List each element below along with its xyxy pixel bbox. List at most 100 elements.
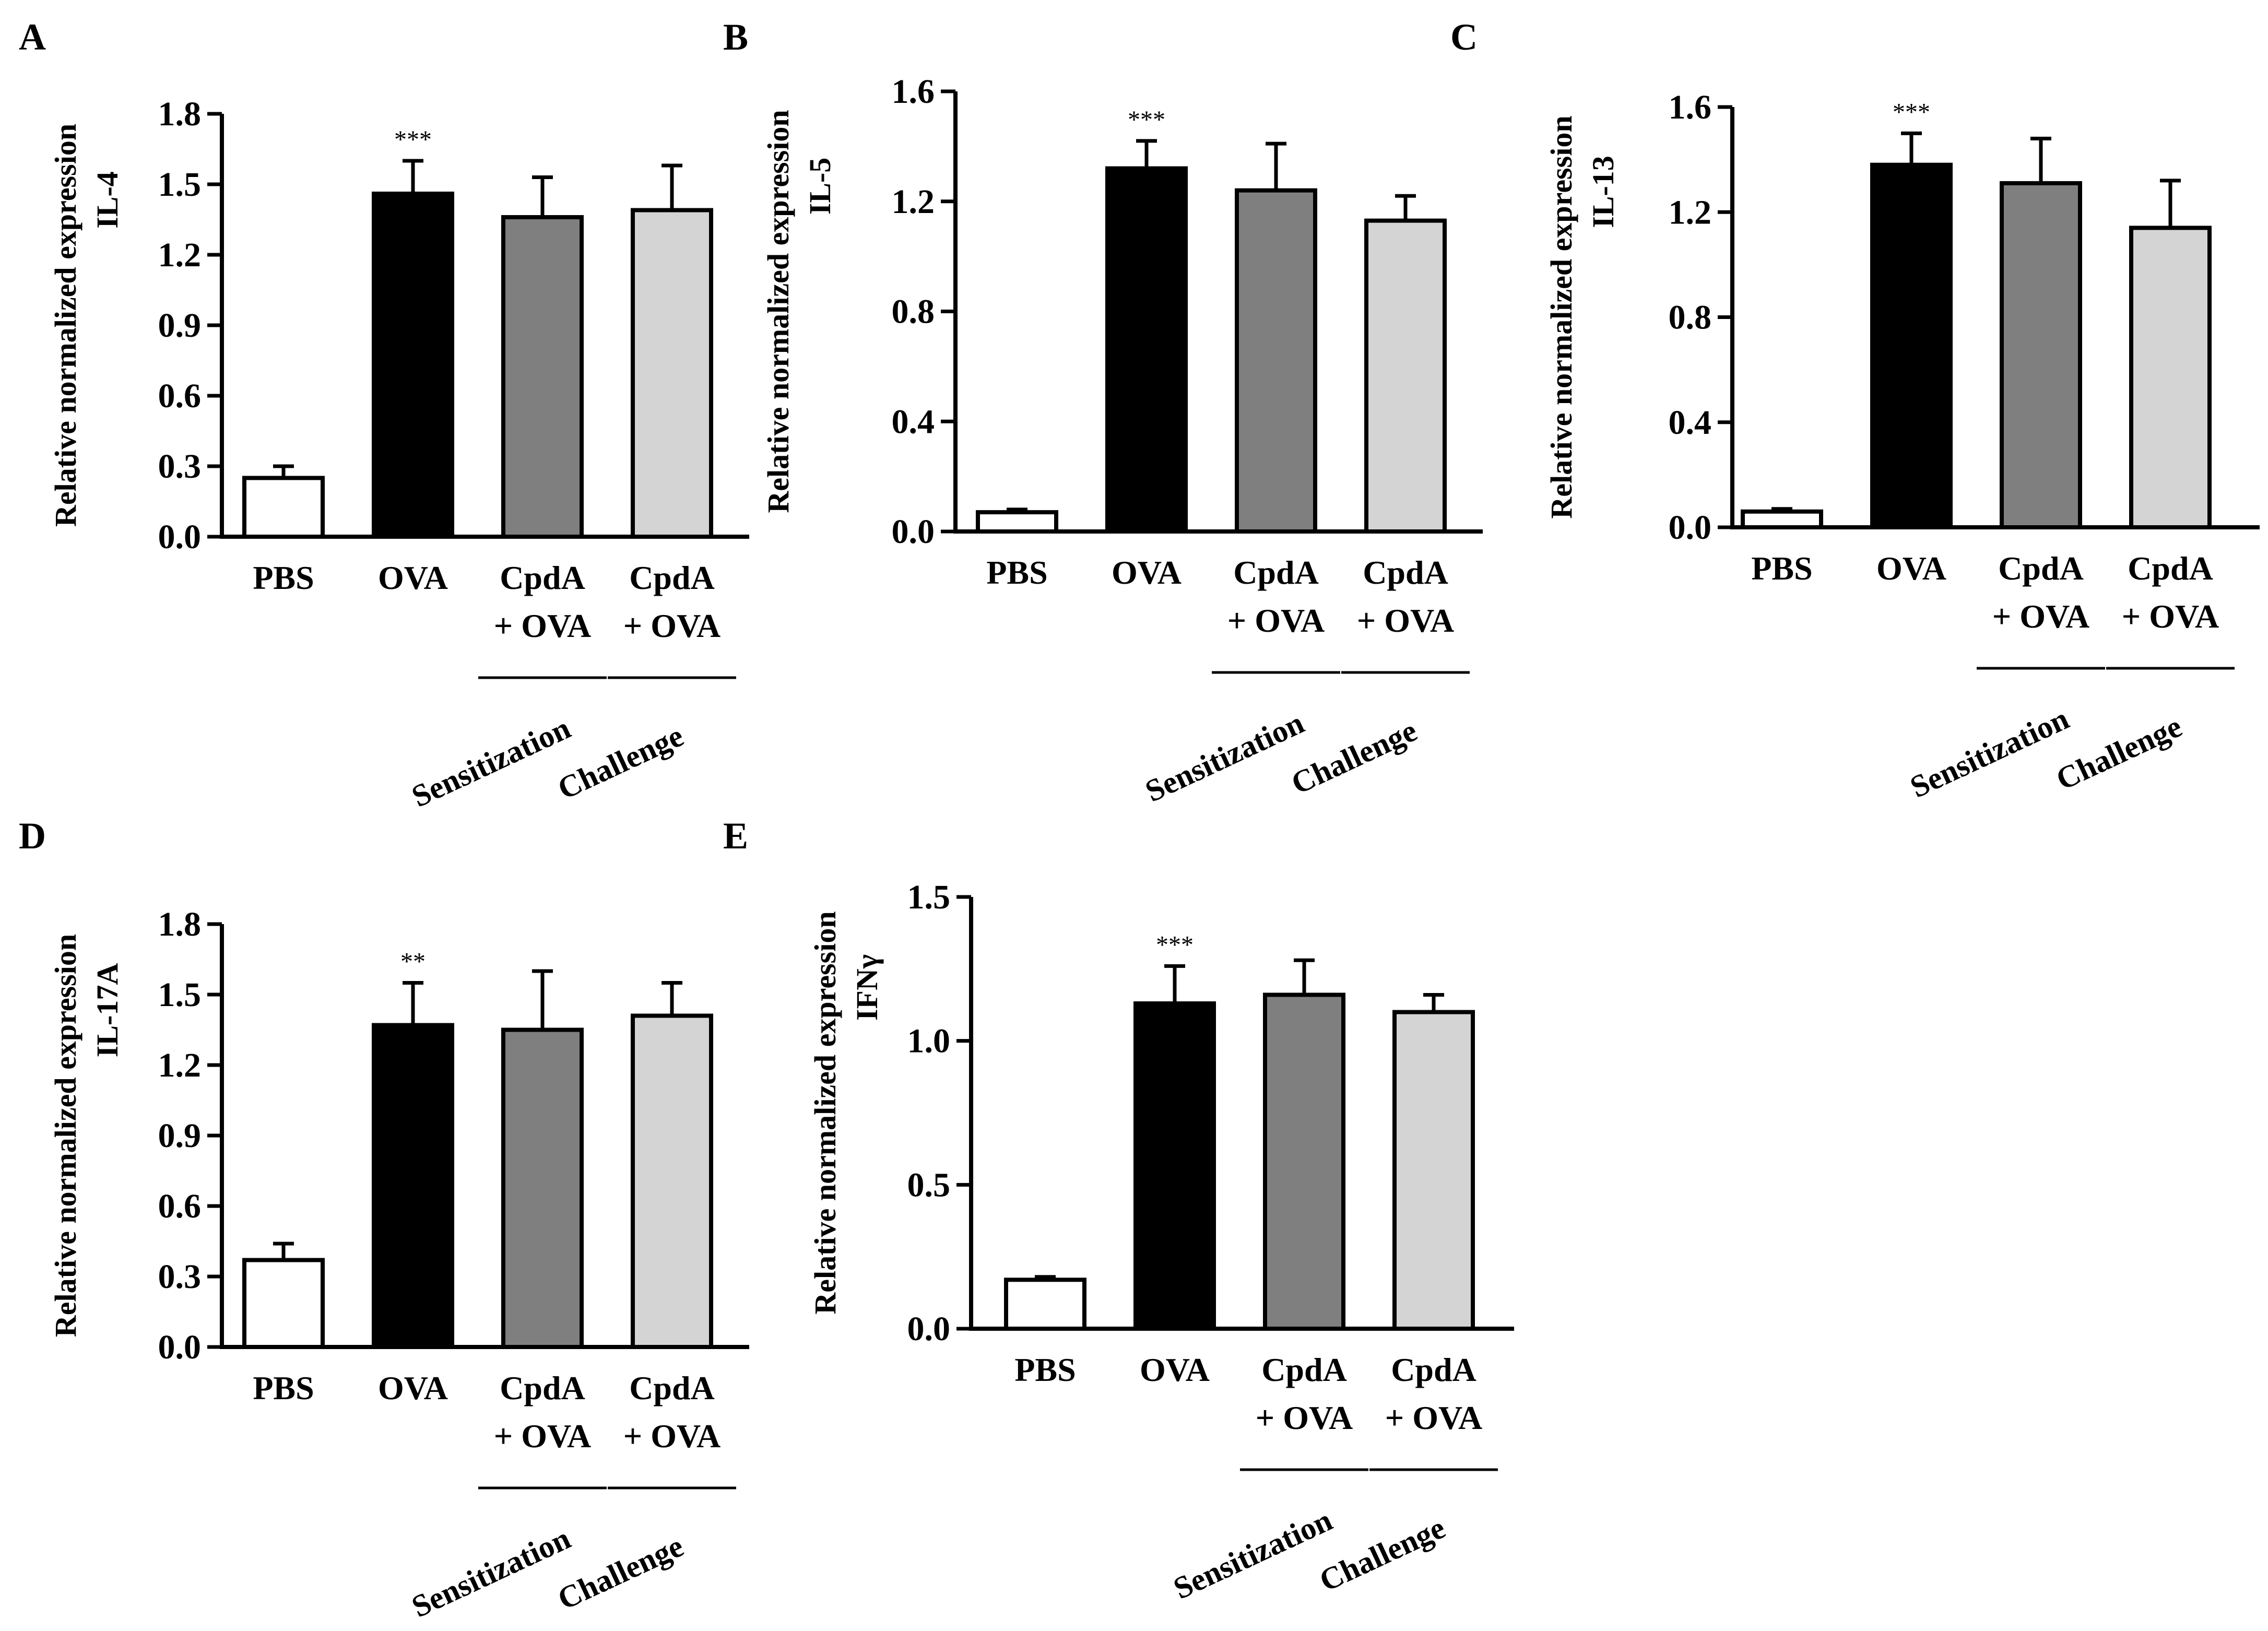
- panel-letter: E: [723, 815, 748, 857]
- y-tick-label: 1.2: [158, 1046, 202, 1084]
- category-label: + OVA: [1227, 602, 1325, 639]
- category-label: + OVA: [1992, 598, 2089, 635]
- y-tick-label: 0.4: [892, 403, 935, 441]
- category-label: + OVA: [1385, 1399, 1482, 1436]
- y-tick-label: 0.8: [892, 293, 935, 331]
- bar-pbs: [1741, 509, 1823, 529]
- bar-cpda-challenge: [631, 208, 713, 539]
- category-label: PBS: [1014, 1351, 1076, 1388]
- y-tick-label: 1.5: [907, 878, 951, 916]
- y-tick-label: 0.0: [892, 513, 935, 551]
- panel-letter: C: [1450, 16, 1478, 58]
- bar-cpda-challenge: [2129, 226, 2212, 529]
- bar-cpda-challenge: [1364, 218, 1447, 534]
- category-label: PBS: [986, 554, 1047, 591]
- y-axis-title: Relative normalized expression: [808, 911, 842, 1314]
- y-axis-title: Relative normalized expression: [1544, 115, 1578, 518]
- y-tick-label: 1.6: [1669, 88, 1712, 126]
- significance-marker: **: [400, 948, 426, 976]
- y-tick-label: 0.9: [158, 306, 202, 345]
- bar-pbs: [976, 510, 1058, 534]
- y-tick-label: 1.5: [158, 976, 202, 1014]
- category-label: CpdA: [629, 1369, 715, 1407]
- bar-cpda-challenge: [1392, 1010, 1475, 1331]
- group-label-sensitization: Sensitization: [407, 711, 576, 814]
- group-label-sensitization: Sensitization: [1168, 1503, 1338, 1606]
- category-label: OVA: [378, 1369, 448, 1407]
- bar-pbs: [242, 476, 325, 539]
- bar-ova: [1870, 162, 1953, 529]
- category-label: PBS: [253, 559, 314, 596]
- group-label-sensitization: Sensitization: [407, 1521, 576, 1624]
- bar-cpda-sensitization: [1263, 992, 1345, 1331]
- category-label: PBS: [253, 1369, 314, 1407]
- category-label: CpdA: [1391, 1351, 1476, 1388]
- panel-a: A Relative normalized expression IL-4 0.0 0.…: [19, 16, 749, 814]
- y-axis-title: Relative normalized expression: [49, 124, 82, 527]
- category-label: CpdA: [629, 559, 715, 596]
- category-label: + OVA: [623, 1417, 720, 1455]
- y-tick-label: 0.0: [1669, 509, 1712, 547]
- group-label-sensitization: Sensitization: [1905, 701, 2074, 805]
- category-label: PBS: [1751, 550, 1812, 587]
- significance-marker: ***: [1128, 106, 1165, 134]
- bar-cpda-sensitization: [501, 215, 584, 539]
- category-label: CpdA: [2128, 550, 2213, 587]
- panel-b: B Relative normalized expression IL-5 0.0 0.…: [723, 16, 1483, 809]
- y-tick-label: 1.8: [158, 95, 202, 133]
- bar-pbs: [1004, 1278, 1086, 1331]
- y-tick-label: 1.2: [1669, 193, 1712, 231]
- category-label: OVA: [1112, 554, 1182, 591]
- group-label-challenge: Challenge: [1314, 1510, 1450, 1598]
- y-axis-subtitle: IFNγ: [850, 954, 884, 1021]
- y-axis-subtitle: IL-4: [90, 171, 124, 229]
- panel-letter: B: [723, 16, 748, 58]
- y-tick-label: 1.5: [158, 166, 202, 204]
- y-tick-label: 1.2: [158, 236, 202, 274]
- bar-pbs: [242, 1258, 325, 1349]
- y-tick-label: 0.8: [1669, 299, 1712, 337]
- y-tick-label: 0.0: [158, 1328, 202, 1366]
- group-label-challenge: Challenge: [1286, 713, 1422, 801]
- y-tick-label: 1.8: [158, 905, 202, 943]
- category-label: CpdA: [1363, 554, 1448, 591]
- group-label-sensitization: Sensitization: [1140, 705, 1309, 809]
- y-tick-label: 0.6: [158, 1187, 202, 1225]
- group-label-challenge: Challenge: [2051, 709, 2187, 797]
- bar-cpda-sensitization: [1235, 188, 1317, 534]
- y-axis-subtitle: IL-5: [803, 158, 837, 215]
- panel-letter: A: [19, 16, 46, 58]
- group-label-challenge: Challenge: [552, 718, 689, 806]
- category-label: OVA: [378, 559, 448, 596]
- y-tick-label: 0.3: [158, 1258, 202, 1296]
- panel-e: E Relative normalized expression IFNγ 0.0 0.…: [723, 815, 1514, 1606]
- category-label: + OVA: [494, 607, 591, 644]
- category-label: CpdA: [500, 1369, 585, 1407]
- category-label: CpdA: [500, 559, 585, 596]
- y-tick-label: 0.5: [907, 1166, 951, 1204]
- y-tick-label: 1.2: [892, 183, 935, 221]
- y-axis-subtitle: IL-13: [1586, 156, 1620, 228]
- y-axis-title: Relative normalized expression: [49, 934, 82, 1337]
- y-tick-label: 0.9: [158, 1117, 202, 1155]
- y-tick-label: 0.0: [907, 1310, 951, 1348]
- panel-d: D Relative normalized expression IL-17A 0.0…: [19, 815, 749, 1624]
- category-label: + OVA: [1256, 1399, 1353, 1436]
- panel-c: C Relative normalized expression IL-13 0.0 0…: [1450, 16, 2260, 805]
- bar-cpda-sensitization: [501, 1027, 584, 1349]
- category-label: CpdA: [1998, 550, 2084, 587]
- category-label: CpdA: [1261, 1351, 1347, 1388]
- bar-ova: [1133, 1001, 1216, 1331]
- category-label: OVA: [1876, 550, 1946, 587]
- bar-cpda-challenge: [631, 1013, 713, 1349]
- significance-marker: ***: [394, 126, 432, 153]
- significance-marker: ***: [1156, 931, 1194, 959]
- y-axis-subtitle: IL-17A: [90, 963, 124, 1058]
- y-tick-label: 1.0: [907, 1022, 951, 1060]
- y-axis-title: Relative normalized expression: [761, 110, 795, 513]
- significance-marker: ***: [1893, 98, 1930, 126]
- category-label: + OVA: [623, 607, 720, 644]
- bar-cpda-sensitization: [2000, 181, 2082, 529]
- category-label: CpdA: [1233, 554, 1319, 591]
